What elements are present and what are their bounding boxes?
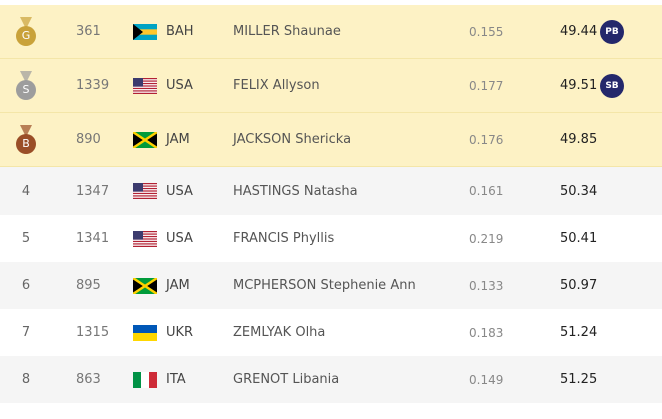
flag <box>133 113 157 166</box>
flag-icon <box>133 23 157 40</box>
result-time: 50.97 <box>560 278 598 293</box>
result-row: 6 895 JAM MCPHERSON Stephenie Ann 0.133 50.97 <box>0 262 662 309</box>
flag <box>133 5 157 58</box>
flag-icon <box>133 371 157 388</box>
flag <box>133 167 157 215</box>
bib: 1341 <box>76 231 110 246</box>
reaction-time: 0.219 <box>469 231 504 246</box>
flag-icon <box>133 77 157 94</box>
rank: 7 <box>21 325 31 340</box>
flag-icon <box>133 131 157 148</box>
rank-cell: S <box>0 59 52 112</box>
flag-icon <box>133 324 157 341</box>
medal-letter: G <box>21 28 31 42</box>
result-time: 50.41 <box>560 231 598 246</box>
record-badge-cell: PB <box>600 5 624 58</box>
flag <box>133 59 157 112</box>
medal-letter: B <box>22 136 30 150</box>
rank-cell: B <box>0 113 52 166</box>
country-code: USA <box>166 183 193 199</box>
result-time: 51.24 <box>560 325 598 340</box>
bib: 1339 <box>76 78 110 93</box>
bib: 1315 <box>76 325 110 340</box>
rank: 6 <box>21 278 31 293</box>
country-code: BAH <box>166 24 194 39</box>
flag-icon <box>133 277 157 294</box>
result-time: 49.44 <box>560 24 598 39</box>
reaction-time: 0.155 <box>469 24 504 39</box>
result-time: 49.85 <box>560 132 598 147</box>
country-code: JAM <box>166 278 190 293</box>
flag <box>133 309 157 356</box>
athlete-name: FRANCIS Phyllis <box>233 231 335 246</box>
country-code: UKR <box>166 325 194 340</box>
country-code: JAM <box>166 132 190 147</box>
athlete-name: FELIX Allyson <box>233 78 320 93</box>
medal-icon: S <box>14 70 38 101</box>
flag <box>133 262 157 309</box>
athlete-name: MCPHERSON Stephenie Ann <box>233 278 416 293</box>
rank: 8 <box>21 372 31 387</box>
bib: 890 <box>76 132 101 147</box>
result-row: G 361 BAH MILLER Shaunae 0.155 49.44 PB <box>0 5 662 59</box>
rank-cell: G <box>0 5 52 58</box>
result-row: 5 1341 USA FRANCIS Phyllis 0.219 50.41 <box>0 215 662 262</box>
rank-cell: 7 <box>0 309 52 356</box>
country-code: ITA <box>166 372 186 387</box>
athlete-name: HASTINGS Natasha <box>233 183 358 199</box>
rank: 5 <box>21 231 31 246</box>
rank-cell: 4 <box>0 167 52 215</box>
result-row: S 1339 USA FELIX Allyson 0.177 49.51 SB <box>0 59 662 113</box>
flag <box>133 215 157 262</box>
medal-icon: B <box>14 124 38 155</box>
bib: 361 <box>76 24 101 39</box>
result-time: 49.51 <box>560 78 598 93</box>
result-row: B 890 JAM JACKSON Shericka 0.176 49.85 <box>0 113 662 167</box>
flag-icon <box>133 183 157 199</box>
reaction-time: 0.177 <box>469 78 504 93</box>
rank-cell: 5 <box>0 215 52 262</box>
reaction-time: 0.161 <box>469 184 504 198</box>
rank-cell: 6 <box>0 262 52 309</box>
rank: 4 <box>21 183 31 199</box>
athlete-name: MILLER Shaunae <box>233 24 341 39</box>
athlete-name: ZEMLYAK Olha <box>233 325 326 340</box>
bib: 863 <box>76 372 101 387</box>
result-time: 50.34 <box>560 183 598 199</box>
reaction-time: 0.133 <box>469 278 504 293</box>
result-row: 8 863 ITA GRENOT Libania 0.149 51.25 <box>0 356 662 403</box>
country-code: USA <box>166 231 193 246</box>
rank-cell: 8 <box>0 356 52 403</box>
result-time: 51.25 <box>560 372 598 387</box>
medal-letter: S <box>22 82 30 96</box>
flag <box>133 356 157 403</box>
country-code: USA <box>166 78 193 93</box>
bib: 1347 <box>76 183 110 199</box>
reaction-time: 0.149 <box>469 372 504 387</box>
athlete-name: JACKSON Shericka <box>233 132 352 147</box>
flag-icon <box>133 230 157 247</box>
result-row: 4 1347 USA HASTINGS Natasha 0.161 50.34 <box>0 167 662 215</box>
reaction-time: 0.176 <box>469 132 504 147</box>
record-badge: SB <box>600 73 624 98</box>
record-badge-cell: SB <box>600 59 624 112</box>
bib: 895 <box>76 278 101 293</box>
record-badge: PB <box>600 19 624 44</box>
reaction-time: 0.183 <box>469 325 504 340</box>
medal-icon: G <box>14 16 38 47</box>
athlete-name: GRENOT Libania <box>233 372 340 387</box>
result-row: 7 1315 UKR ZEMLYAK Olha 0.183 51.24 <box>0 309 662 356</box>
